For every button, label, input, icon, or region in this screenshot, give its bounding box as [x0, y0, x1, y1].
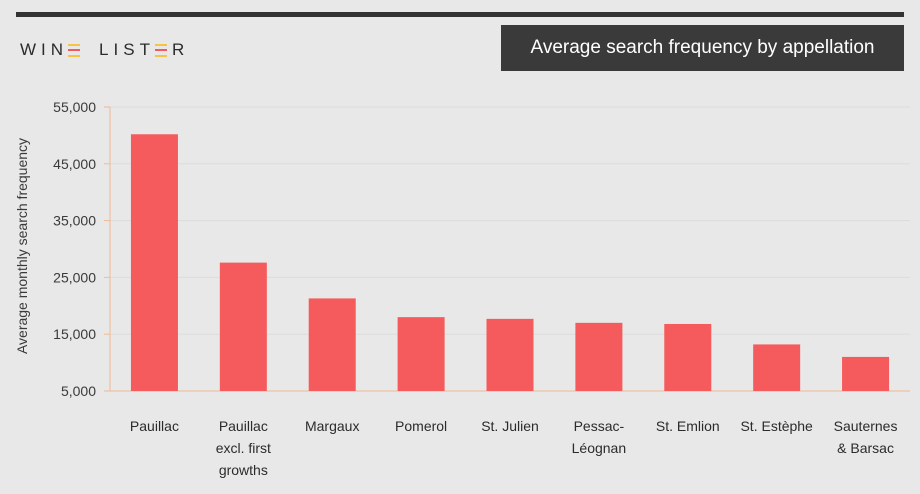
bar: [842, 356, 890, 391]
logo-text-win: WIN: [20, 40, 69, 59]
logo-bar-6: [154, 54, 167, 57]
bar: [486, 318, 534, 391]
y-tick-label: 15,000: [53, 326, 96, 342]
x-category-label: Sauternes & Barsac: [834, 418, 898, 456]
chart-title: Average search frequency by appellation: [501, 25, 904, 71]
top-rule: [16, 12, 904, 17]
x-category-label: Pauillac: [130, 418, 179, 434]
y-tick-label: 55,000: [53, 99, 96, 115]
y-tick-label: 25,000: [53, 269, 96, 285]
bar: [664, 323, 712, 391]
y-tick-label: 5,000: [61, 383, 96, 399]
y-tick-label: 35,000: [53, 213, 96, 229]
x-category-label: Pessac-Léognan: [572, 418, 627, 456]
bar: [397, 317, 445, 391]
x-category-label: St. Emlion: [656, 418, 720, 434]
x-category-label: Pomerol: [395, 418, 447, 434]
x-category-label: St. Julien: [481, 418, 539, 434]
y-axis-title: Average monthly search frequency: [14, 138, 30, 354]
wine-lister-logo: WIN LIST R: [20, 40, 189, 60]
y-tick-label: 45,000: [53, 156, 96, 172]
logo-bar-5: [154, 49, 167, 51]
logo-bar-1: [68, 43, 81, 46]
x-category-label: Pauillac excl. first growths: [216, 418, 271, 478]
logo-bar-3: [68, 54, 81, 57]
bar: [130, 134, 178, 391]
bar: [575, 322, 623, 391]
logo-text-list: LIST: [99, 40, 155, 59]
bar: [753, 344, 801, 391]
x-category-label: St. Estèphe: [740, 418, 813, 434]
logo-text-r: R: [171, 40, 190, 59]
logo-e-bars-icon: [68, 43, 81, 57]
logo-bar-2: [68, 49, 81, 51]
logo-bar-4: [154, 43, 167, 46]
bar: [219, 262, 267, 391]
logo-e-bars-icon-2: [154, 43, 167, 57]
x-category-label: Margaux: [305, 418, 359, 434]
bar: [308, 298, 356, 391]
